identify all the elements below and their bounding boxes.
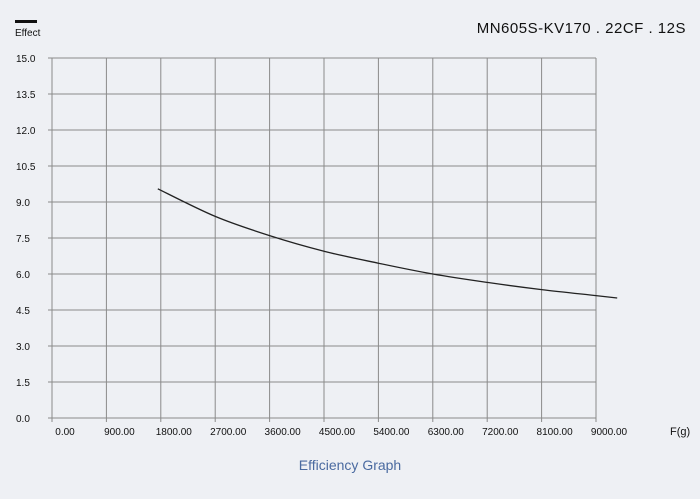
x-tick-label: 900.00 xyxy=(104,427,135,438)
y-tick-label: 1.5 xyxy=(16,378,30,389)
chart-caption: Efficiency Graph xyxy=(298,457,402,473)
x-tick-label: 8100.00 xyxy=(537,427,574,438)
x-tick-label: 5400.00 xyxy=(373,427,410,438)
x-tick-label: 3600.00 xyxy=(265,427,302,438)
y-tick-label: 0.0 xyxy=(16,414,30,425)
x-tick-label: 2700.00 xyxy=(210,427,247,438)
y-tick-label: 4.5 xyxy=(16,306,30,317)
y-tick-label: 10.5 xyxy=(16,162,36,173)
x-tick-label: 7200.00 xyxy=(482,427,519,438)
y-tick-label: 9.0 xyxy=(16,198,30,209)
legend-label: Effect xyxy=(15,28,41,39)
y-tick-label: 3.0 xyxy=(16,342,30,353)
x-tick-label: 0.00 xyxy=(55,427,75,438)
x-tick-label: 9000.00 xyxy=(591,427,628,438)
x-axis-label: F(g) xyxy=(670,426,690,438)
y-tick-label: 6.0 xyxy=(16,270,30,281)
y-tick-label: 7.5 xyxy=(16,234,30,245)
y-tick-label: 13.5 xyxy=(16,90,36,101)
y-tick-label: 15.0 xyxy=(16,54,36,65)
efficiency-curve xyxy=(157,188,618,299)
model-title: MN605S-KV170 . 22CF . 12S xyxy=(476,20,686,37)
x-tick-label: 4500.00 xyxy=(319,427,356,438)
x-tick-label: 1800.00 xyxy=(156,427,193,438)
x-tick-label: 6300.00 xyxy=(428,427,465,438)
legend-swatch xyxy=(15,20,37,23)
y-tick-label: 12.0 xyxy=(16,126,36,137)
